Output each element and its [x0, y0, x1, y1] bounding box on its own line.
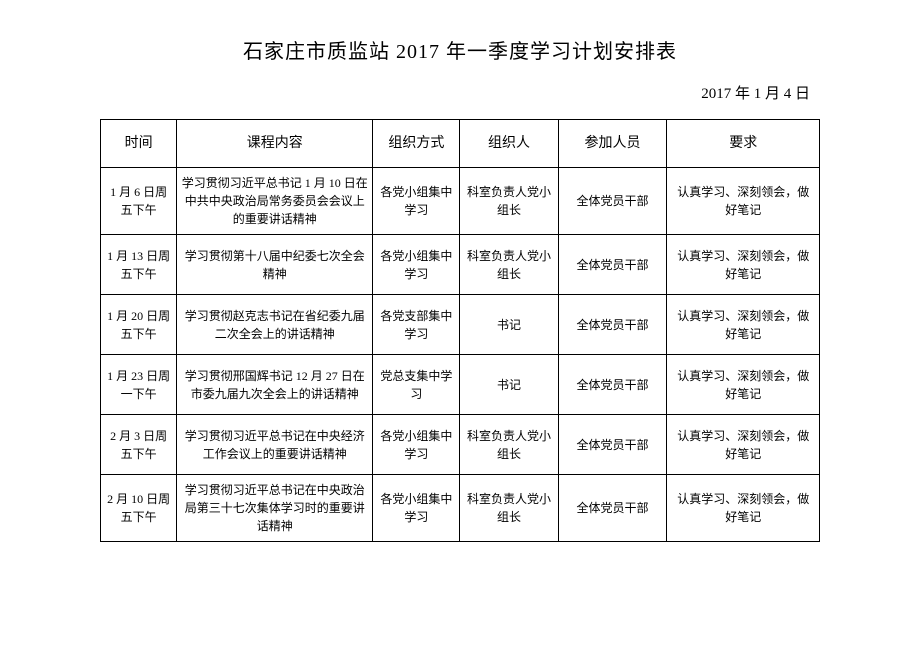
cell-content: 学习贯彻习近平总书记在中央政治局第三十七次集体学习时的重要讲话精神: [177, 475, 373, 542]
header-content: 课程内容: [177, 120, 373, 168]
cell-content: 学习贯彻邢国辉书记 12 月 27 日在市委九届九次全会上的讲话精神: [177, 355, 373, 415]
cell-participants: 全体党员干部: [558, 168, 667, 235]
cell-content: 学习贯彻习近平总书记在中央经济工作会议上的重要讲话精神: [177, 415, 373, 475]
schedule-table: 时间 课程内容 组织方式 组织人 参加人员 要求 1 月 6 日周五下午 学习贯…: [100, 119, 820, 542]
cell-requirement: 认真学习、深刻领会，做好笔记: [667, 475, 820, 542]
cell-organizer: 科室负责人党小组长: [460, 168, 558, 235]
cell-participants: 全体党员干部: [558, 235, 667, 295]
cell-participants: 全体党员干部: [558, 355, 667, 415]
cell-requirement: 认真学习、深刻领会，做好笔记: [667, 295, 820, 355]
table-row: 1 月 13 日周五下午 学习贯彻第十八届中纪委七次全会精神 各党小组集中学习 …: [101, 235, 820, 295]
cell-time: 2 月 3 日周五下午: [101, 415, 177, 475]
cell-content: 学习贯彻赵克志书记在省纪委九届二次全会上的讲话精神: [177, 295, 373, 355]
cell-requirement: 认真学习、深刻领会，做好笔记: [667, 168, 820, 235]
document-date: 2017 年 1 月 4 日: [100, 82, 820, 103]
cell-method: 各党小组集中学习: [373, 168, 460, 235]
cell-organizer: 科室负责人党小组长: [460, 235, 558, 295]
cell-content: 学习贯彻第十八届中纪委七次全会精神: [177, 235, 373, 295]
cell-requirement: 认真学习、深刻领会，做好笔记: [667, 415, 820, 475]
table-row: 1 月 20 日周五下午 学习贯彻赵克志书记在省纪委九届二次全会上的讲话精神 各…: [101, 295, 820, 355]
cell-participants: 全体党员干部: [558, 475, 667, 542]
cell-method: 各党支部集中学习: [373, 295, 460, 355]
table-row: 1 月 6 日周五下午 学习贯彻习近平总书记 1 月 10 日在中共中央政治局常…: [101, 168, 820, 235]
cell-participants: 全体党员干部: [558, 415, 667, 475]
cell-organizer: 科室负责人党小组长: [460, 415, 558, 475]
cell-time: 1 月 23 日周一下午: [101, 355, 177, 415]
cell-organizer: 书记: [460, 355, 558, 415]
table-body: 1 月 6 日周五下午 学习贯彻习近平总书记 1 月 10 日在中共中央政治局常…: [101, 168, 820, 542]
table-row: 1 月 23 日周一下午 学习贯彻邢国辉书记 12 月 27 日在市委九届九次全…: [101, 355, 820, 415]
cell-time: 1 月 6 日周五下午: [101, 168, 177, 235]
header-organizer: 组织人: [460, 120, 558, 168]
cell-method: 各党小组集中学习: [373, 235, 460, 295]
cell-organizer: 书记: [460, 295, 558, 355]
cell-organizer: 科室负责人党小组长: [460, 475, 558, 542]
cell-requirement: 认真学习、深刻领会，做好笔记: [667, 235, 820, 295]
cell-content: 学习贯彻习近平总书记 1 月 10 日在中共中央政治局常务委员会会议上的重要讲话…: [177, 168, 373, 235]
table-row: 2 月 10 日周五下午 学习贯彻习近平总书记在中央政治局第三十七次集体学习时的…: [101, 475, 820, 542]
cell-method: 党总支集中学习: [373, 355, 460, 415]
cell-participants: 全体党员干部: [558, 295, 667, 355]
page-title: 石家庄市质监站 2017 年一季度学习计划安排表: [100, 35, 820, 64]
cell-method: 各党小组集中学习: [373, 415, 460, 475]
cell-time: 2 月 10 日周五下午: [101, 475, 177, 542]
cell-time: 1 月 20 日周五下午: [101, 295, 177, 355]
header-method: 组织方式: [373, 120, 460, 168]
cell-time: 1 月 13 日周五下午: [101, 235, 177, 295]
header-time: 时间: [101, 120, 177, 168]
table-row: 2 月 3 日周五下午 学习贯彻习近平总书记在中央经济工作会议上的重要讲话精神 …: [101, 415, 820, 475]
cell-requirement: 认真学习、深刻领会，做好笔记: [667, 355, 820, 415]
header-requirement: 要求: [667, 120, 820, 168]
table-header-row: 时间 课程内容 组织方式 组织人 参加人员 要求: [101, 120, 820, 168]
header-participants: 参加人员: [558, 120, 667, 168]
cell-method: 各党小组集中学习: [373, 475, 460, 542]
